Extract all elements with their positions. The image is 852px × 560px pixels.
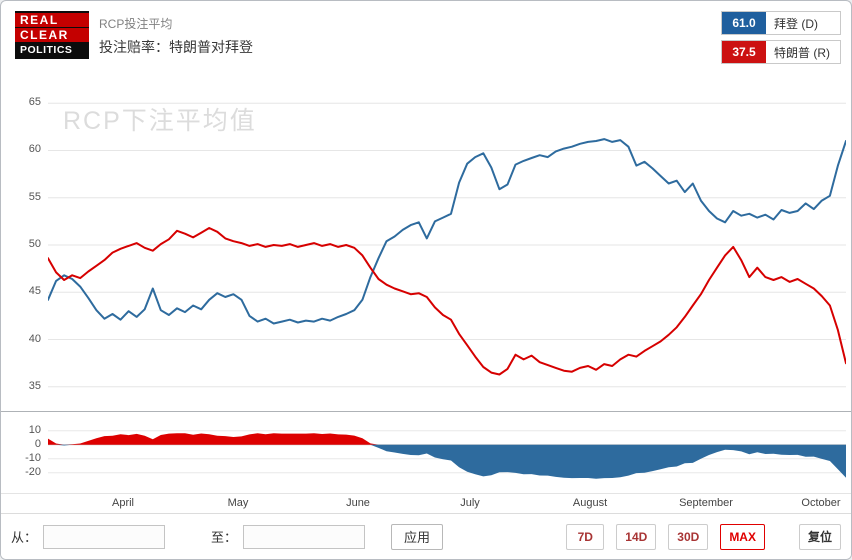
spread-negative-area [48,444,846,479]
main-y-axis-label: 35 [28,380,41,392]
range-14d-button[interactable]: 14D [616,523,657,550]
from-date-input[interactable] [43,524,166,549]
main-y-axis-label: 50 [28,238,41,250]
biden-value-badge: 61.0 [722,12,766,34]
x-axis-month-label: September [679,497,733,509]
x-axis-month-label: April [111,497,135,509]
main-y-axis-label: 55 [28,191,41,203]
apply-button[interactable]: 应用 [391,523,444,550]
rcp-logo-politics: POLITICS [15,43,89,57]
main-y-axis-label: 65 [28,96,41,108]
x-axis-month-label: June [346,497,370,509]
main-price-chart[interactable] [48,89,846,401]
to-label: 至： [211,530,238,545]
spread-y-axis-label: 10 [28,424,41,436]
main-y-axis-label: 40 [28,333,41,345]
bottom-toolbar: 从： 至： 应用 7D 14D 30D MAX 复位 [1,513,851,559]
range-7d-button[interactable]: 7D [566,523,605,550]
reset-button[interactable]: 复位 [798,523,841,550]
rcp-logo: REAL CLEAR POLITICS [15,11,89,59]
legend-item-biden[interactable]: 61.0 拜登 (D) [721,11,841,35]
date-range-inputs: 从： 至： 应用 [11,523,444,550]
spread-y-axis-label: 0 [34,438,41,450]
rcp-logo-real: REAL [15,13,89,27]
range-max-button[interactable]: MAX [720,523,765,550]
chart-watermark: RCP下注平均值 [63,107,257,135]
page-title: 投注赔率：特朗普对拜登 [99,39,253,55]
range-selector: 7D 14D 30D MAX 复位 [566,523,841,550]
panel-divider [1,411,851,412]
spread-y-axis-label: -10 [25,452,41,464]
x-axis-month-label: May [227,497,249,509]
chart-subtitle: RCP投注平均 [99,17,173,31]
main-y-axis-label: 60 [28,143,41,155]
x-axis-month-label: August [572,497,608,509]
panel-divider-bottom [1,493,851,494]
range-30d-button[interactable]: 30D [668,523,709,550]
legend-item-trump[interactable]: 37.5 特朗普 (R) [721,40,841,64]
x-axis-month-label: July [460,497,480,509]
legend: 61.0 拜登 (D) 37.5 特朗普 (R) [721,11,841,64]
spread-navigator-chart[interactable] [48,414,846,492]
main-y-axis-label: 45 [28,285,41,297]
trump-line [48,227,846,376]
spread-positive-area [48,433,846,445]
biden-label: 拜登 (D) [774,16,818,31]
from-label: 从： [11,530,38,545]
to-date-input[interactable] [243,524,366,549]
spread-y-axis-label: -20 [25,466,41,478]
trump-label: 特朗普 (R) [774,45,830,60]
rcp-logo-clear: CLEAR [15,28,89,42]
trump-value-badge: 37.5 [722,41,766,63]
x-axis-month-label: October [801,497,841,509]
biden-line [48,138,846,325]
